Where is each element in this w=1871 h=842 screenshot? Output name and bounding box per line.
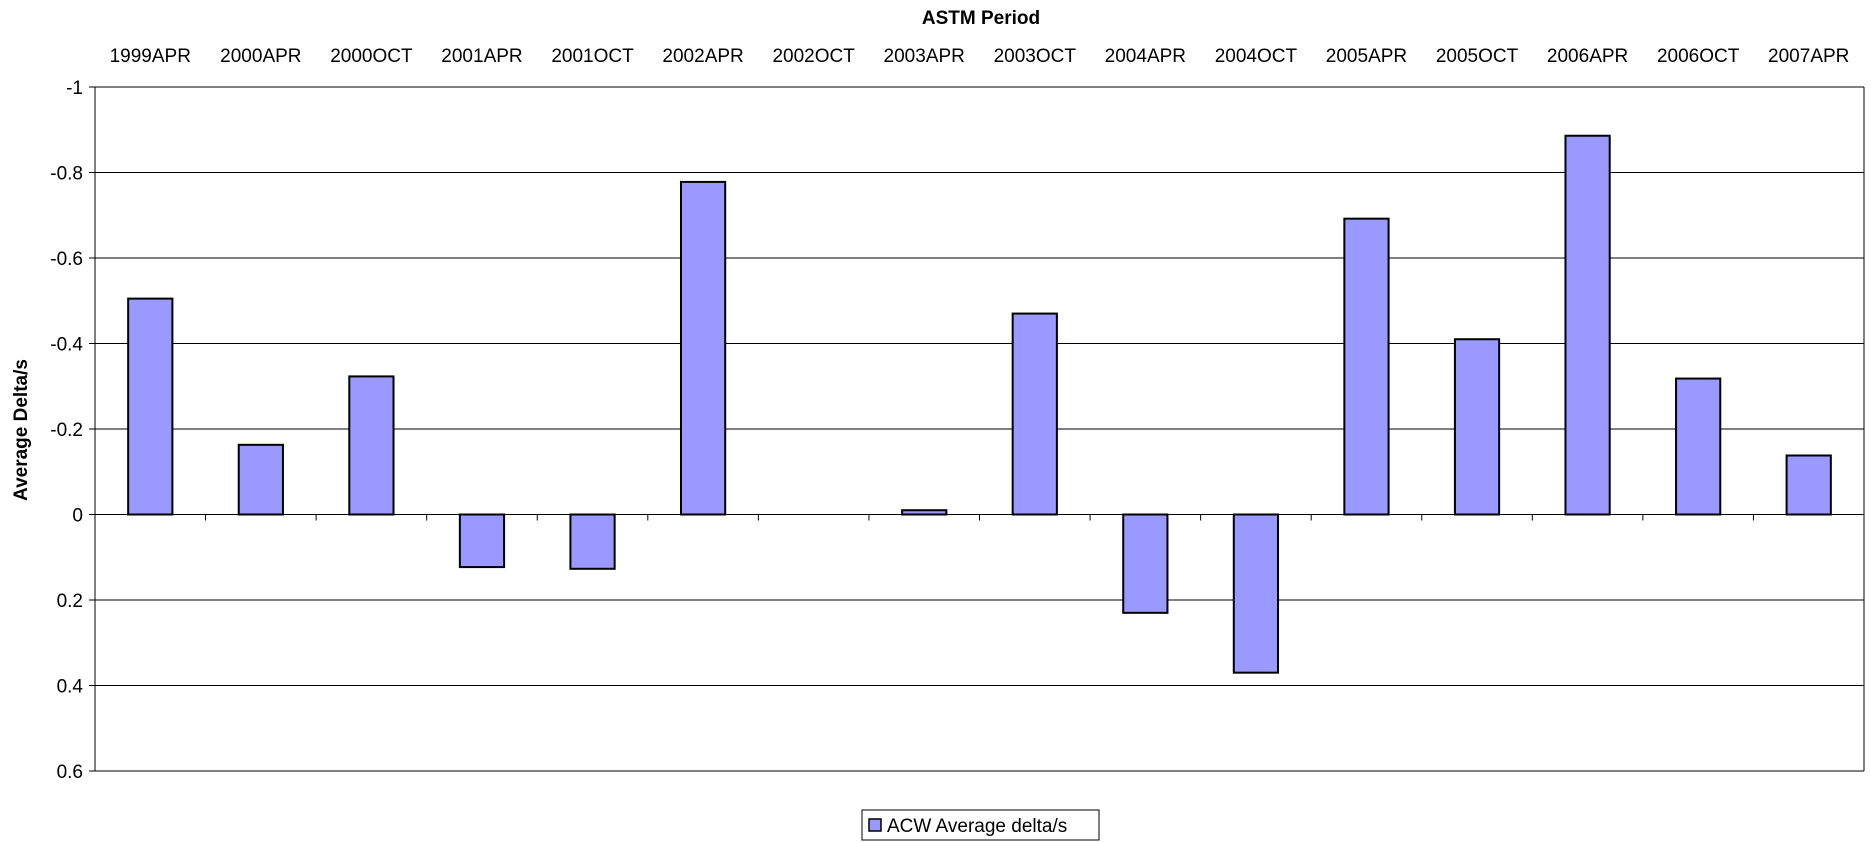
x-tick-label: 2001OCT bbox=[551, 46, 634, 67]
bar-2006oct bbox=[1675, 377, 1722, 516]
x-axis-title: ASTM Period bbox=[922, 8, 1040, 29]
x-tick-label: 2000APR bbox=[220, 46, 301, 67]
bar-2006apr bbox=[1564, 134, 1611, 516]
x-tick-label: 2002APR bbox=[662, 46, 743, 67]
bar-2000apr bbox=[237, 443, 284, 516]
bar-series bbox=[127, 134, 1832, 674]
x-tick-label: 2007APR bbox=[1768, 46, 1849, 67]
x-tick-label: 2003APR bbox=[884, 46, 965, 67]
y-tick-label: -0.6 bbox=[50, 249, 83, 270]
bar-2004oct bbox=[1232, 513, 1280, 674]
bar-1999apr bbox=[127, 297, 174, 516]
y-tick-label: -0.2 bbox=[50, 420, 83, 441]
bar-2007apr bbox=[1785, 454, 1832, 516]
bar-2001apr bbox=[458, 513, 506, 569]
legend-box bbox=[861, 809, 1100, 841]
x-tick-label: 2003OCT bbox=[994, 46, 1077, 67]
bar-2000oct bbox=[348, 375, 395, 516]
y-tick-label: -0.4 bbox=[50, 335, 83, 356]
x-tick-label: 2006OCT bbox=[1657, 46, 1740, 67]
x-tick-label: 1999APR bbox=[110, 46, 191, 67]
x-tick-label: 2006APR bbox=[1547, 46, 1628, 67]
x-tick-label: 2005OCT bbox=[1436, 46, 1519, 67]
bar-2005oct bbox=[1453, 338, 1501, 516]
y-axis: -1 -0.8 -0.6 -0.4 -0.2 0 0.2 0.4 0.6 bbox=[50, 78, 96, 783]
y-axis-title: Average Delta/s bbox=[11, 359, 32, 501]
bar-2005apr bbox=[1343, 217, 1390, 516]
bar-2001oct bbox=[569, 513, 616, 570]
y-tick-label: 0 bbox=[72, 506, 83, 527]
x-tick-label: 2002OCT bbox=[772, 46, 855, 67]
bar-2003apr bbox=[901, 509, 948, 516]
bar-2003oct bbox=[1011, 312, 1058, 516]
x-axis: 1999APR 2000APR 2000OCT 2001APR 2001OCT 2002A… bbox=[110, 46, 1849, 521]
x-tick-label: 2000OCT bbox=[330, 46, 413, 67]
y-tick-label: -1 bbox=[66, 78, 83, 99]
bar-2002apr bbox=[679, 180, 727, 516]
legend-label: ACW Average delta/s bbox=[887, 816, 1067, 837]
x-tick-label: 2004OCT bbox=[1215, 46, 1298, 67]
y-tick-label: 0.6 bbox=[57, 762, 83, 783]
legend-swatch bbox=[868, 818, 882, 832]
y-tick-label: -0.8 bbox=[50, 164, 83, 185]
x-tick-label: 2005APR bbox=[1326, 46, 1407, 67]
y-tick-label: 0.4 bbox=[57, 677, 84, 698]
y-tick-label: 0.2 bbox=[57, 591, 83, 612]
x-tick-label: 2004APR bbox=[1105, 46, 1186, 67]
legend: ACW Average delta/s bbox=[861, 809, 1100, 841]
x-tick-label: 2001APR bbox=[441, 46, 522, 67]
bar-2004apr bbox=[1122, 513, 1169, 614]
